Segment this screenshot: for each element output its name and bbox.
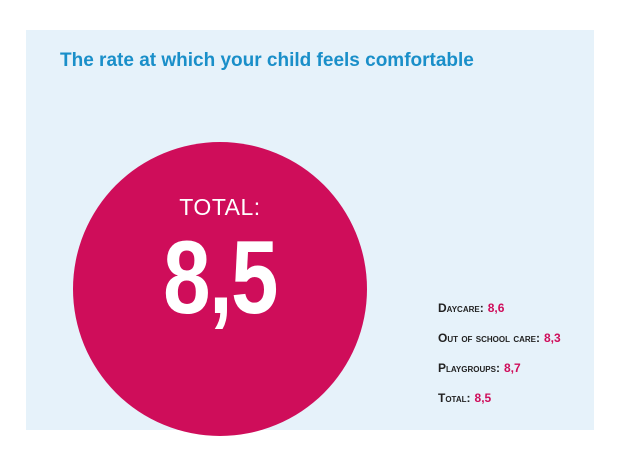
legend-item-out-of-school-care: Out of school care: 8,3 bbox=[438, 330, 561, 360]
total-circle: TOTAL: 8,5 bbox=[73, 142, 367, 436]
scores-legend: Daycare: 8,6 Out of school care: 8,3 Playg… bbox=[438, 300, 561, 420]
legend-value: 8,7 bbox=[503, 361, 521, 375]
total-circle-label: TOTAL: bbox=[179, 194, 261, 220]
chart-card: The rate at which your child feels comfo… bbox=[26, 30, 594, 436]
legend-item-daycare: Daycare: 8,6 bbox=[438, 300, 561, 330]
legend-value: 8,3 bbox=[544, 331, 561, 345]
chart-title: The rate at which your child feels comfo… bbox=[60, 50, 474, 71]
legend-label: Total: bbox=[438, 391, 471, 405]
legend-item-playgroups: Playgroups: 8,7 bbox=[438, 360, 561, 390]
legend-label: Daycare: bbox=[438, 301, 484, 315]
legend-label: Playgroups: bbox=[438, 361, 500, 375]
legend-label: Out of school care: bbox=[438, 331, 540, 345]
total-circle-value: 8,5 bbox=[163, 220, 278, 336]
legend-value: 8,5 bbox=[474, 391, 492, 405]
legend-item-total: Total: 8,5 bbox=[438, 390, 561, 420]
legend-value: 8,6 bbox=[487, 301, 505, 315]
